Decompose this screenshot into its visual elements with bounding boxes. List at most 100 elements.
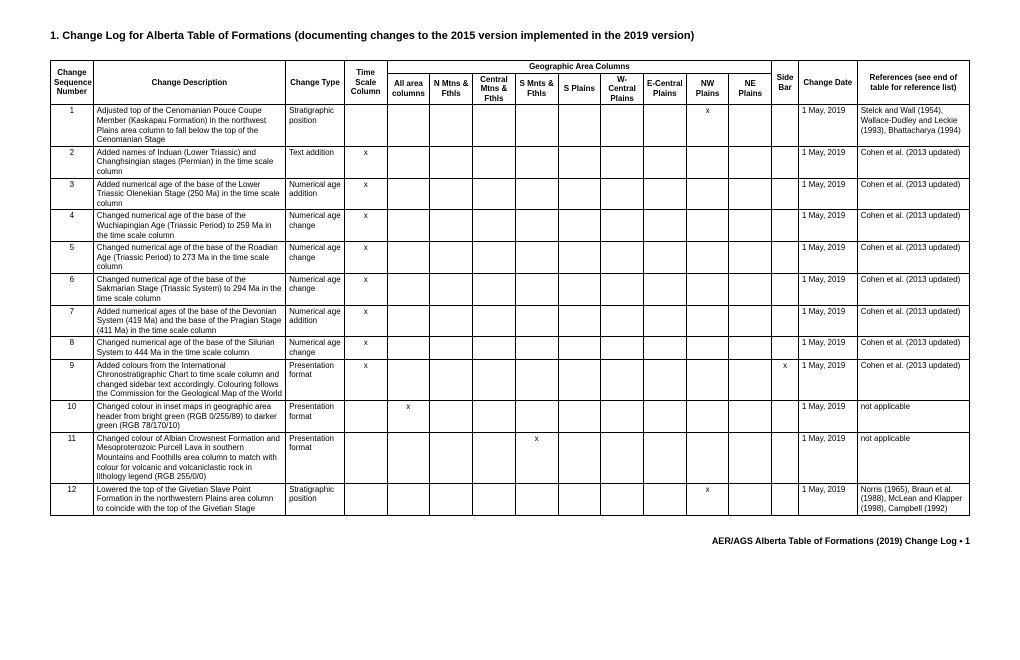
- col-desc: Change Description: [93, 61, 285, 105]
- cell: [430, 305, 473, 337]
- cell: [515, 359, 558, 400]
- cell: [643, 401, 686, 433]
- col-a3: Central Mtns & Fthls: [473, 73, 516, 105]
- cell: [515, 305, 558, 337]
- cell: Changed numerical age of the base of the…: [93, 210, 285, 242]
- cell: [344, 432, 387, 483]
- cell: 1 May, 2019: [798, 146, 857, 178]
- cell: [430, 273, 473, 305]
- cell: [558, 432, 601, 483]
- table-row: 3Added numerical age of the base of the …: [51, 178, 970, 210]
- cell: [772, 483, 799, 515]
- cell: [558, 146, 601, 178]
- cell: x: [387, 401, 430, 433]
- cell: not applicable: [857, 401, 969, 433]
- cell: [772, 273, 799, 305]
- table-row: 10Changed colour in inset maps in geogra…: [51, 401, 970, 433]
- cell: [686, 242, 729, 274]
- cell: x: [344, 242, 387, 274]
- cell: [558, 305, 601, 337]
- col-side: Side Bar: [772, 61, 799, 105]
- cell: Stelck and Wall (1954), Wallace-Dudley a…: [857, 105, 969, 146]
- col-seq: Change Sequence Number: [51, 61, 94, 105]
- cell: [344, 483, 387, 515]
- cell: [515, 483, 558, 515]
- cell: [515, 210, 558, 242]
- cell: [473, 273, 516, 305]
- cell: [772, 146, 799, 178]
- cell: [473, 242, 516, 274]
- cell: [729, 242, 772, 274]
- cell: Changed colour of Albian Crowsnest Forma…: [93, 432, 285, 483]
- cell: [344, 105, 387, 146]
- cell: [558, 483, 601, 515]
- cell: Cohen et al. (2013 updated): [857, 178, 969, 210]
- table-row: 5Changed numerical age of the base of th…: [51, 242, 970, 274]
- cell: Numerical age change: [286, 210, 345, 242]
- cell: [772, 210, 799, 242]
- col-a7: E-Central Plains: [643, 73, 686, 105]
- cell: [601, 401, 644, 433]
- cell: Stratigraphic position: [286, 105, 345, 146]
- cell: Added numerical age of the base of the L…: [93, 178, 285, 210]
- cell: [430, 178, 473, 210]
- cell: [515, 146, 558, 178]
- cell: Cohen et al. (2013 updated): [857, 359, 969, 400]
- cell: [430, 146, 473, 178]
- cell: x: [344, 359, 387, 400]
- cell: 10: [51, 401, 94, 433]
- cell: [515, 242, 558, 274]
- cell: [729, 432, 772, 483]
- cell: Text addition: [286, 146, 345, 178]
- cell: [729, 483, 772, 515]
- cell: [344, 401, 387, 433]
- cell: [729, 210, 772, 242]
- cell: [601, 273, 644, 305]
- cell: [772, 178, 799, 210]
- cell: [643, 483, 686, 515]
- cell: Added names of Induan (Lower Triassic) a…: [93, 146, 285, 178]
- cell: [387, 178, 430, 210]
- cell: x: [686, 483, 729, 515]
- cell: [772, 242, 799, 274]
- cell: x: [772, 359, 799, 400]
- cell: Cohen et al. (2013 updated): [857, 305, 969, 337]
- cell: 1 May, 2019: [798, 105, 857, 146]
- cell: x: [686, 105, 729, 146]
- cell: Numerical age change: [286, 337, 345, 359]
- cell: 12: [51, 483, 94, 515]
- cell: [643, 359, 686, 400]
- cell: [430, 432, 473, 483]
- cell: [473, 401, 516, 433]
- col-a8: NW Plains: [686, 73, 729, 105]
- cell: Presentation format: [286, 401, 345, 433]
- table-row: 8Changed numerical age of the base of th…: [51, 337, 970, 359]
- cell: [686, 210, 729, 242]
- cell: [387, 483, 430, 515]
- cell: [515, 105, 558, 146]
- cell: [387, 359, 430, 400]
- cell: 7: [51, 305, 94, 337]
- cell: 2: [51, 146, 94, 178]
- cell: [473, 178, 516, 210]
- cell: Cohen et al. (2013 updated): [857, 146, 969, 178]
- cell: [729, 273, 772, 305]
- cell: [473, 337, 516, 359]
- cell: Cohen et al. (2013 updated): [857, 273, 969, 305]
- col-a6: W-Central Plains: [601, 73, 644, 105]
- table-row: 7Added numerical ages of the base of the…: [51, 305, 970, 337]
- cell: [387, 146, 430, 178]
- cell: Presentation format: [286, 359, 345, 400]
- cell: 1 May, 2019: [798, 273, 857, 305]
- cell: [643, 273, 686, 305]
- cell: [601, 305, 644, 337]
- cell: [686, 337, 729, 359]
- cell: [643, 432, 686, 483]
- cell: [643, 305, 686, 337]
- cell: 9: [51, 359, 94, 400]
- col-ref: References (see end of table for referen…: [857, 61, 969, 105]
- cell: 1 May, 2019: [798, 242, 857, 274]
- cell: x: [344, 146, 387, 178]
- cell: [473, 146, 516, 178]
- change-log-table: Change Sequence Number Change Descriptio…: [50, 60, 970, 516]
